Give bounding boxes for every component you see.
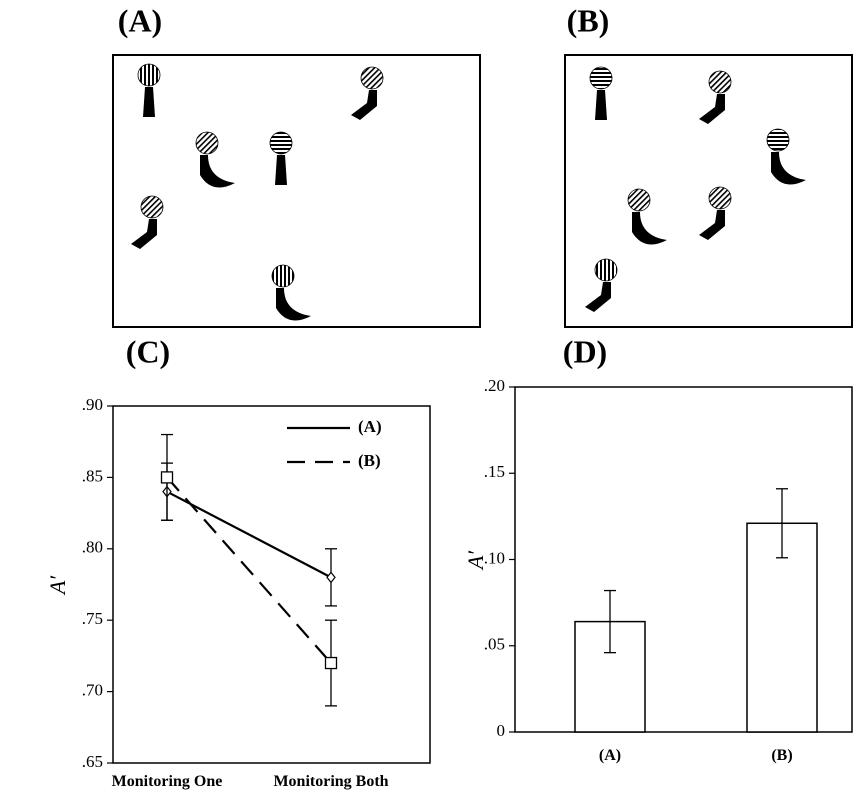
stimulus-head bbox=[269, 131, 293, 155]
y-tick-label: .05 bbox=[484, 635, 505, 654]
stimulus-stem bbox=[351, 90, 377, 120]
series-line bbox=[166, 476, 332, 664]
legend-label: (B) bbox=[358, 451, 381, 470]
y-tick-label: 0 bbox=[497, 721, 506, 740]
panel-label: (A) bbox=[118, 2, 162, 38]
stimulus-stem bbox=[200, 155, 235, 188]
series-line bbox=[166, 490, 332, 579]
y-axis-label: A′ bbox=[45, 575, 70, 596]
chart-title: (D) bbox=[563, 333, 607, 369]
stimulus-stem bbox=[699, 210, 725, 240]
stimulus-stem bbox=[585, 282, 611, 312]
y-tick-label: .10 bbox=[484, 548, 505, 567]
y-axis-label: A′ bbox=[463, 550, 488, 571]
panel-label: (B) bbox=[567, 2, 610, 38]
stimulus-head bbox=[627, 188, 651, 212]
x-tick-label: (B) bbox=[771, 747, 793, 764]
stimulus-stem bbox=[275, 155, 287, 185]
chart-title: (C) bbox=[126, 333, 170, 369]
marker bbox=[160, 471, 174, 484]
stimulus-head bbox=[140, 195, 164, 219]
stimulus-stem bbox=[143, 87, 155, 117]
stimulus-stem bbox=[699, 94, 725, 124]
marker bbox=[324, 656, 338, 670]
legend-label: (A) bbox=[358, 417, 382, 436]
stimulus-head bbox=[708, 186, 732, 210]
marker bbox=[326, 571, 336, 584]
stimulus-stem bbox=[131, 219, 157, 249]
x-tick-label: Monitoring One Feature bbox=[111, 773, 223, 790]
y-tick-label: .80 bbox=[82, 538, 103, 557]
y-tick-label: .75 bbox=[82, 609, 103, 628]
plot-frame bbox=[112, 405, 431, 764]
y-tick-label: .90 bbox=[82, 395, 103, 414]
stimulus-head bbox=[360, 66, 384, 90]
stimulus-stem bbox=[276, 288, 311, 321]
stimulus-head bbox=[589, 66, 613, 90]
stimulus-head bbox=[271, 264, 295, 288]
stimulus-stem bbox=[595, 90, 607, 120]
stimulus-head bbox=[708, 70, 732, 94]
x-tick-label: (A) bbox=[598, 747, 622, 764]
y-tick-label: .20 bbox=[484, 376, 505, 395]
stimulus-head bbox=[594, 258, 618, 282]
y-tick-label: .15 bbox=[484, 462, 505, 481]
stimulus-head bbox=[137, 63, 161, 87]
stimulus-stem bbox=[771, 152, 806, 185]
y-tick-label: .65 bbox=[82, 752, 103, 771]
stimulus-head bbox=[766, 128, 790, 152]
y-tick-label: .85 bbox=[82, 466, 103, 485]
stimulus-stem bbox=[632, 212, 667, 245]
x-tick-label: Monitoring Both Features bbox=[273, 773, 389, 790]
y-tick-label: .70 bbox=[82, 681, 103, 700]
panel-b-frame bbox=[564, 54, 853, 328]
panel-a-frame bbox=[112, 54, 481, 328]
stimulus-head bbox=[195, 131, 219, 155]
